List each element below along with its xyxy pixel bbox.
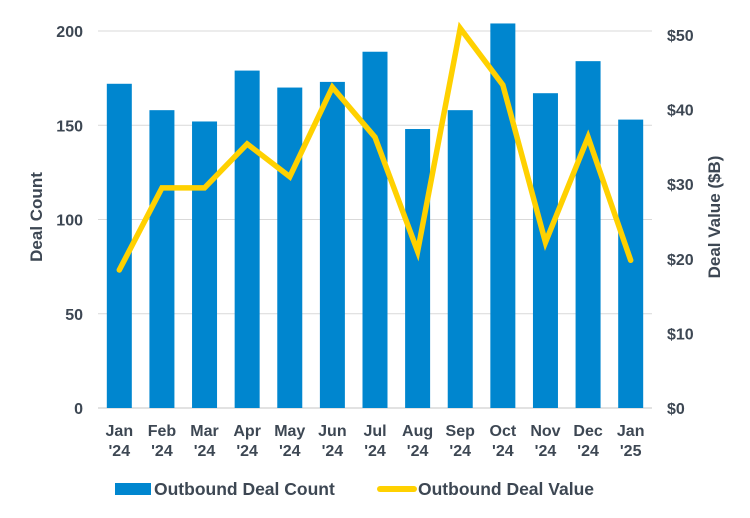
left-tick-label: 150 [56,118,83,135]
right-tick-label: $0 [667,401,685,418]
bar-deal-count[interactable] [532,93,558,408]
x-tick-label: Jan '24 [106,423,134,460]
left-tick-label: 100 [56,213,83,230]
x-tick-label: Sep '24 [446,423,476,460]
line-series [116,21,634,273]
x-tick-label: Jan '25 [617,423,645,460]
bar-deal-count[interactable] [149,110,175,409]
bar-deal-count[interactable] [277,87,303,409]
legend-item-deal-count[interactable]: Outbound Deal Count [115,479,335,499]
left-tick-label: 200 [56,24,83,41]
right-tick-label: $10 [667,326,694,343]
left-tick-label: 0 [74,401,83,418]
right-axis-ticks: $0 $10 $20 $30 $40 $50 [667,28,694,418]
bar-deal-count[interactable] [447,110,473,409]
x-tick-label: Feb '24 [148,423,177,460]
x-tick-label: Jul '24 [363,423,386,460]
right-tick-label: $50 [667,28,694,45]
x-tick-label: Apr '24 [233,423,261,460]
x-axis-ticks: Jan '24 Feb '24 Mar '24 Apr '24 May '24 Jun '24 Jul '… [106,423,645,460]
bar-deal-count[interactable] [575,61,601,408]
bar-deal-count[interactable] [192,121,218,408]
right-tick-label: $40 [667,103,694,120]
x-tick-label: Mar '24 [190,423,218,460]
right-tick-label: $30 [667,177,694,194]
right-axis-title: Deal Value ($B) [705,156,724,279]
legend-item-deal-value[interactable]: Outbound Deal Value [377,479,594,499]
legend-label-deal-count: Outbound Deal Count [154,479,335,499]
bar-series [106,23,644,409]
right-tick-label: $20 [667,252,694,269]
legend: Outbound Deal Count Outbound Deal Value [115,479,594,499]
bar-deal-count[interactable] [405,129,431,408]
left-axis-ticks: 0 50 100 150 200 [56,24,83,418]
x-tick-label: Oct '24 [490,423,517,460]
left-tick-label: 50 [65,307,83,324]
x-tick-label: Dec '24 [573,423,602,460]
x-tick-label: Aug '24 [402,423,433,460]
x-tick-label: Jun '24 [318,423,346,460]
bar-deal-count[interactable] [106,83,132,408]
bar-deal-count[interactable] [362,51,388,409]
legend-swatch-bar [115,483,151,495]
left-axis-title: Deal Count [27,172,46,262]
legend-label-deal-value: Outbound Deal Value [418,479,594,499]
x-tick-label: May '24 [274,423,305,460]
bar-deal-count[interactable] [319,81,345,409]
bar-deal-count[interactable] [618,119,644,408]
bar-deal-count[interactable] [234,70,260,409]
x-tick-label: Nov '24 [530,423,560,460]
